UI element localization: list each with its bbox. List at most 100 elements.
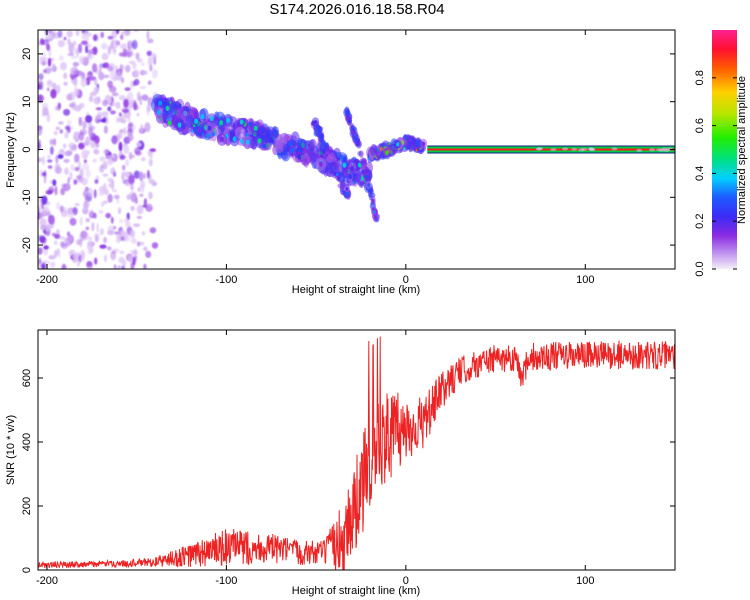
noise-blob	[63, 108, 71, 116]
noise-blob	[133, 102, 138, 111]
noise-blob	[63, 72, 68, 80]
noise-blob	[38, 257, 42, 265]
noise-blob	[103, 149, 109, 155]
noise-blob	[111, 39, 119, 49]
noise-blob	[38, 214, 44, 218]
noise-blob	[122, 108, 130, 114]
noise-blob	[107, 45, 112, 55]
branch-2-blob	[313, 124, 321, 132]
descending-trace-blob	[234, 126, 246, 140]
noise-blob	[137, 241, 145, 246]
noise-blob	[55, 166, 63, 174]
snr-axes: -200 -100 0 100 0 200 400 600	[21, 330, 675, 587]
noise-blob	[140, 184, 145, 193]
descending-trace-core	[194, 118, 198, 124]
noise-blob	[121, 77, 124, 84]
branch-1-blob	[355, 139, 362, 149]
noise-blob	[66, 93, 73, 101]
noise-blob	[39, 235, 46, 243]
carrier-halo	[562, 147, 569, 151]
x-tick-label: -100	[215, 575, 237, 587]
descending-trace-core	[357, 162, 362, 168]
noise-blob	[55, 202, 61, 210]
colorbar-tick-label: 0.4	[694, 166, 706, 181]
noise-blob	[70, 55, 78, 60]
noise-blob	[113, 194, 120, 200]
noise-blob	[78, 102, 85, 109]
x-tick-label: 100	[576, 575, 594, 587]
noise-blob	[151, 242, 159, 249]
noise-blob	[137, 187, 141, 192]
noise-blob	[74, 202, 80, 207]
noise-blob	[146, 169, 150, 179]
noise-blob	[146, 50, 152, 57]
noise-blob	[74, 166, 80, 172]
colorbar-tick-label: 0.0	[694, 261, 706, 276]
noise-blob	[63, 206, 67, 215]
noise-blob	[85, 45, 88, 54]
noise-blob	[91, 63, 98, 73]
noise-blob	[111, 189, 118, 193]
converging-trace-blob	[408, 140, 417, 150]
branch-1-core	[374, 215, 377, 219]
snr-frame	[37, 329, 676, 571]
noise-blob	[85, 226, 90, 230]
noise-blob	[135, 196, 138, 204]
branch-1-blob	[361, 164, 367, 171]
descending-trace-core	[197, 127, 202, 133]
noise-blob	[93, 233, 101, 237]
y-tick-label: 0	[21, 567, 33, 573]
noise-blob	[118, 207, 122, 215]
noise-blob	[43, 170, 47, 180]
noise-blob	[94, 179, 99, 185]
noise-blob	[119, 219, 123, 224]
noise-blob	[148, 191, 153, 200]
noise-blob	[53, 249, 58, 259]
noise-blob	[119, 154, 126, 160]
noise-blob	[48, 255, 56, 260]
descending-trace-core	[257, 138, 262, 144]
branch-2-core	[320, 135, 323, 140]
noise-blob	[115, 71, 123, 81]
noise-blob	[109, 85, 117, 93]
noise-blob	[127, 117, 131, 122]
noise-blob	[82, 120, 87, 130]
noise-blob	[38, 247, 43, 255]
noise-blob	[107, 230, 115, 236]
noise-blob	[99, 156, 106, 162]
noise-blob	[136, 215, 143, 219]
noise-blob	[38, 127, 43, 136]
noise-blob	[148, 158, 153, 167]
noise-blob	[58, 121, 64, 125]
colorbar-tick-label: 0.2	[694, 214, 706, 229]
noise-blob	[53, 131, 58, 136]
converging-trace-blob	[369, 144, 378, 156]
descending-trace-blob	[302, 155, 311, 166]
y-tick-label: 400	[21, 433, 33, 451]
noise-blob	[113, 264, 117, 269]
noise-blob	[86, 240, 92, 251]
noise-blob	[42, 51, 46, 57]
noise-blob	[73, 87, 79, 97]
noise-blob	[38, 157, 42, 163]
colorbar-gradient	[712, 30, 737, 269]
noise-blob	[130, 182, 134, 191]
noise-blob	[148, 180, 156, 185]
noise-blob	[79, 238, 83, 248]
noise-blob	[120, 229, 126, 237]
noise-blob	[102, 99, 108, 107]
branch-2-core	[345, 187, 349, 191]
noise-blob	[89, 95, 93, 103]
noise-blob	[87, 49, 94, 55]
branch-2-core	[333, 163, 337, 168]
noise-blob	[72, 40, 77, 47]
noise-blob	[47, 165, 53, 169]
noise-blob	[111, 30, 118, 39]
descending-trace-core	[232, 136, 237, 142]
noise-blob	[67, 234, 73, 243]
noise-blob	[107, 35, 114, 40]
noise-blob	[43, 69, 47, 74]
noise-blob	[80, 78, 87, 88]
descending-trace-blob	[290, 131, 300, 147]
